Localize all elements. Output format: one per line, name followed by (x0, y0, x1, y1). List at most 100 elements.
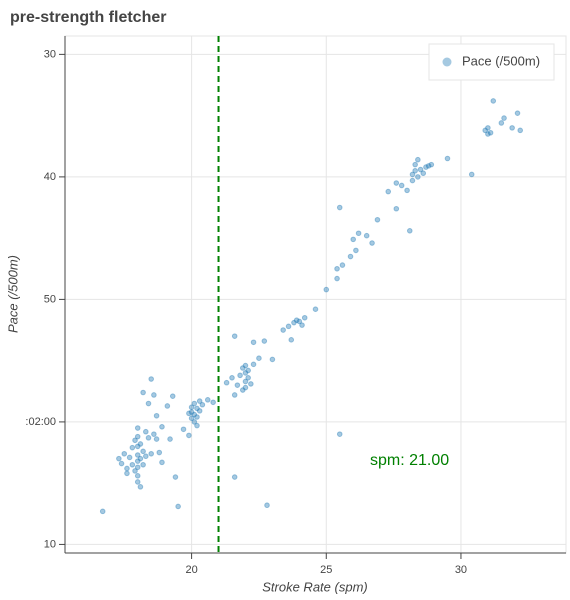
point (140, 389, 146, 396)
y-tick-label: :02:00 (25, 416, 56, 428)
point (151, 431, 157, 437)
point (153, 412, 160, 419)
point (299, 322, 305, 328)
point (134, 458, 141, 464)
point (143, 453, 149, 460)
point (514, 110, 521, 116)
point (188, 404, 195, 411)
point (134, 464, 141, 471)
point (415, 156, 421, 163)
point (444, 155, 451, 162)
point (121, 450, 128, 457)
point (118, 460, 125, 467)
point (347, 253, 354, 260)
point (196, 398, 203, 404)
point (242, 378, 249, 385)
point (223, 379, 230, 386)
point (199, 401, 206, 408)
point (134, 443, 141, 450)
point (336, 431, 343, 437)
point (468, 171, 475, 178)
point (420, 170, 427, 177)
point (245, 375, 251, 381)
point (301, 314, 308, 321)
point (482, 127, 488, 134)
point (517, 127, 524, 134)
point (336, 204, 343, 211)
x-axis-label: Stroke Rate (spm) (262, 579, 367, 594)
point (355, 230, 362, 237)
point (134, 479, 141, 485)
point (485, 131, 491, 137)
point (159, 424, 165, 430)
point (285, 323, 292, 330)
point (485, 125, 491, 131)
y-tick-label: 40 (44, 171, 56, 183)
point (145, 400, 152, 407)
point (487, 129, 494, 136)
point (234, 382, 241, 388)
point (231, 392, 238, 398)
point (191, 400, 198, 407)
annotation: spm: 21.00 (370, 452, 449, 469)
point (239, 387, 246, 393)
point (194, 422, 200, 429)
point (180, 426, 187, 433)
point (129, 461, 136, 468)
point (415, 174, 421, 180)
point (242, 384, 249, 391)
point (296, 318, 303, 325)
y-axis-label: Pace (/500m) (5, 255, 20, 333)
legend-label: Pace (/500m) (462, 53, 540, 68)
point (509, 125, 515, 131)
point (137, 484, 144, 490)
point (334, 265, 340, 272)
x-tick-label: 25 (320, 564, 332, 576)
point (369, 240, 375, 246)
point (169, 393, 176, 399)
chart-title: pre-strength fletcher (10, 9, 166, 26)
point (501, 115, 507, 121)
point (132, 468, 138, 474)
point (239, 365, 246, 371)
point (248, 381, 254, 387)
point (175, 503, 181, 510)
point (124, 465, 130, 472)
point (261, 338, 268, 344)
legend-swatch (442, 57, 452, 67)
x-tick-label: 20 (185, 564, 197, 576)
y-tick-label: 30 (44, 48, 56, 60)
point (339, 262, 346, 268)
point (99, 508, 106, 515)
point (194, 414, 200, 420)
x-tick-label: 30 (455, 564, 467, 576)
point (288, 337, 295, 343)
point (143, 428, 149, 435)
point (186, 432, 192, 439)
point (374, 216, 381, 223)
point (417, 166, 424, 173)
point (250, 339, 257, 346)
point (172, 474, 179, 480)
point (428, 161, 435, 168)
point (132, 437, 138, 444)
point (129, 444, 136, 451)
point (245, 367, 251, 374)
point (425, 163, 432, 169)
point (116, 455, 122, 462)
point (350, 236, 357, 243)
point (164, 403, 171, 409)
point (159, 459, 165, 466)
point (151, 392, 157, 398)
point (353, 247, 359, 254)
point (196, 408, 203, 414)
point (412, 167, 418, 174)
point (167, 436, 173, 442)
point (140, 461, 146, 468)
point (231, 333, 238, 339)
point (191, 411, 198, 418)
point (409, 177, 416, 184)
point (134, 425, 141, 431)
y-tick-label: 10 (44, 538, 56, 550)
